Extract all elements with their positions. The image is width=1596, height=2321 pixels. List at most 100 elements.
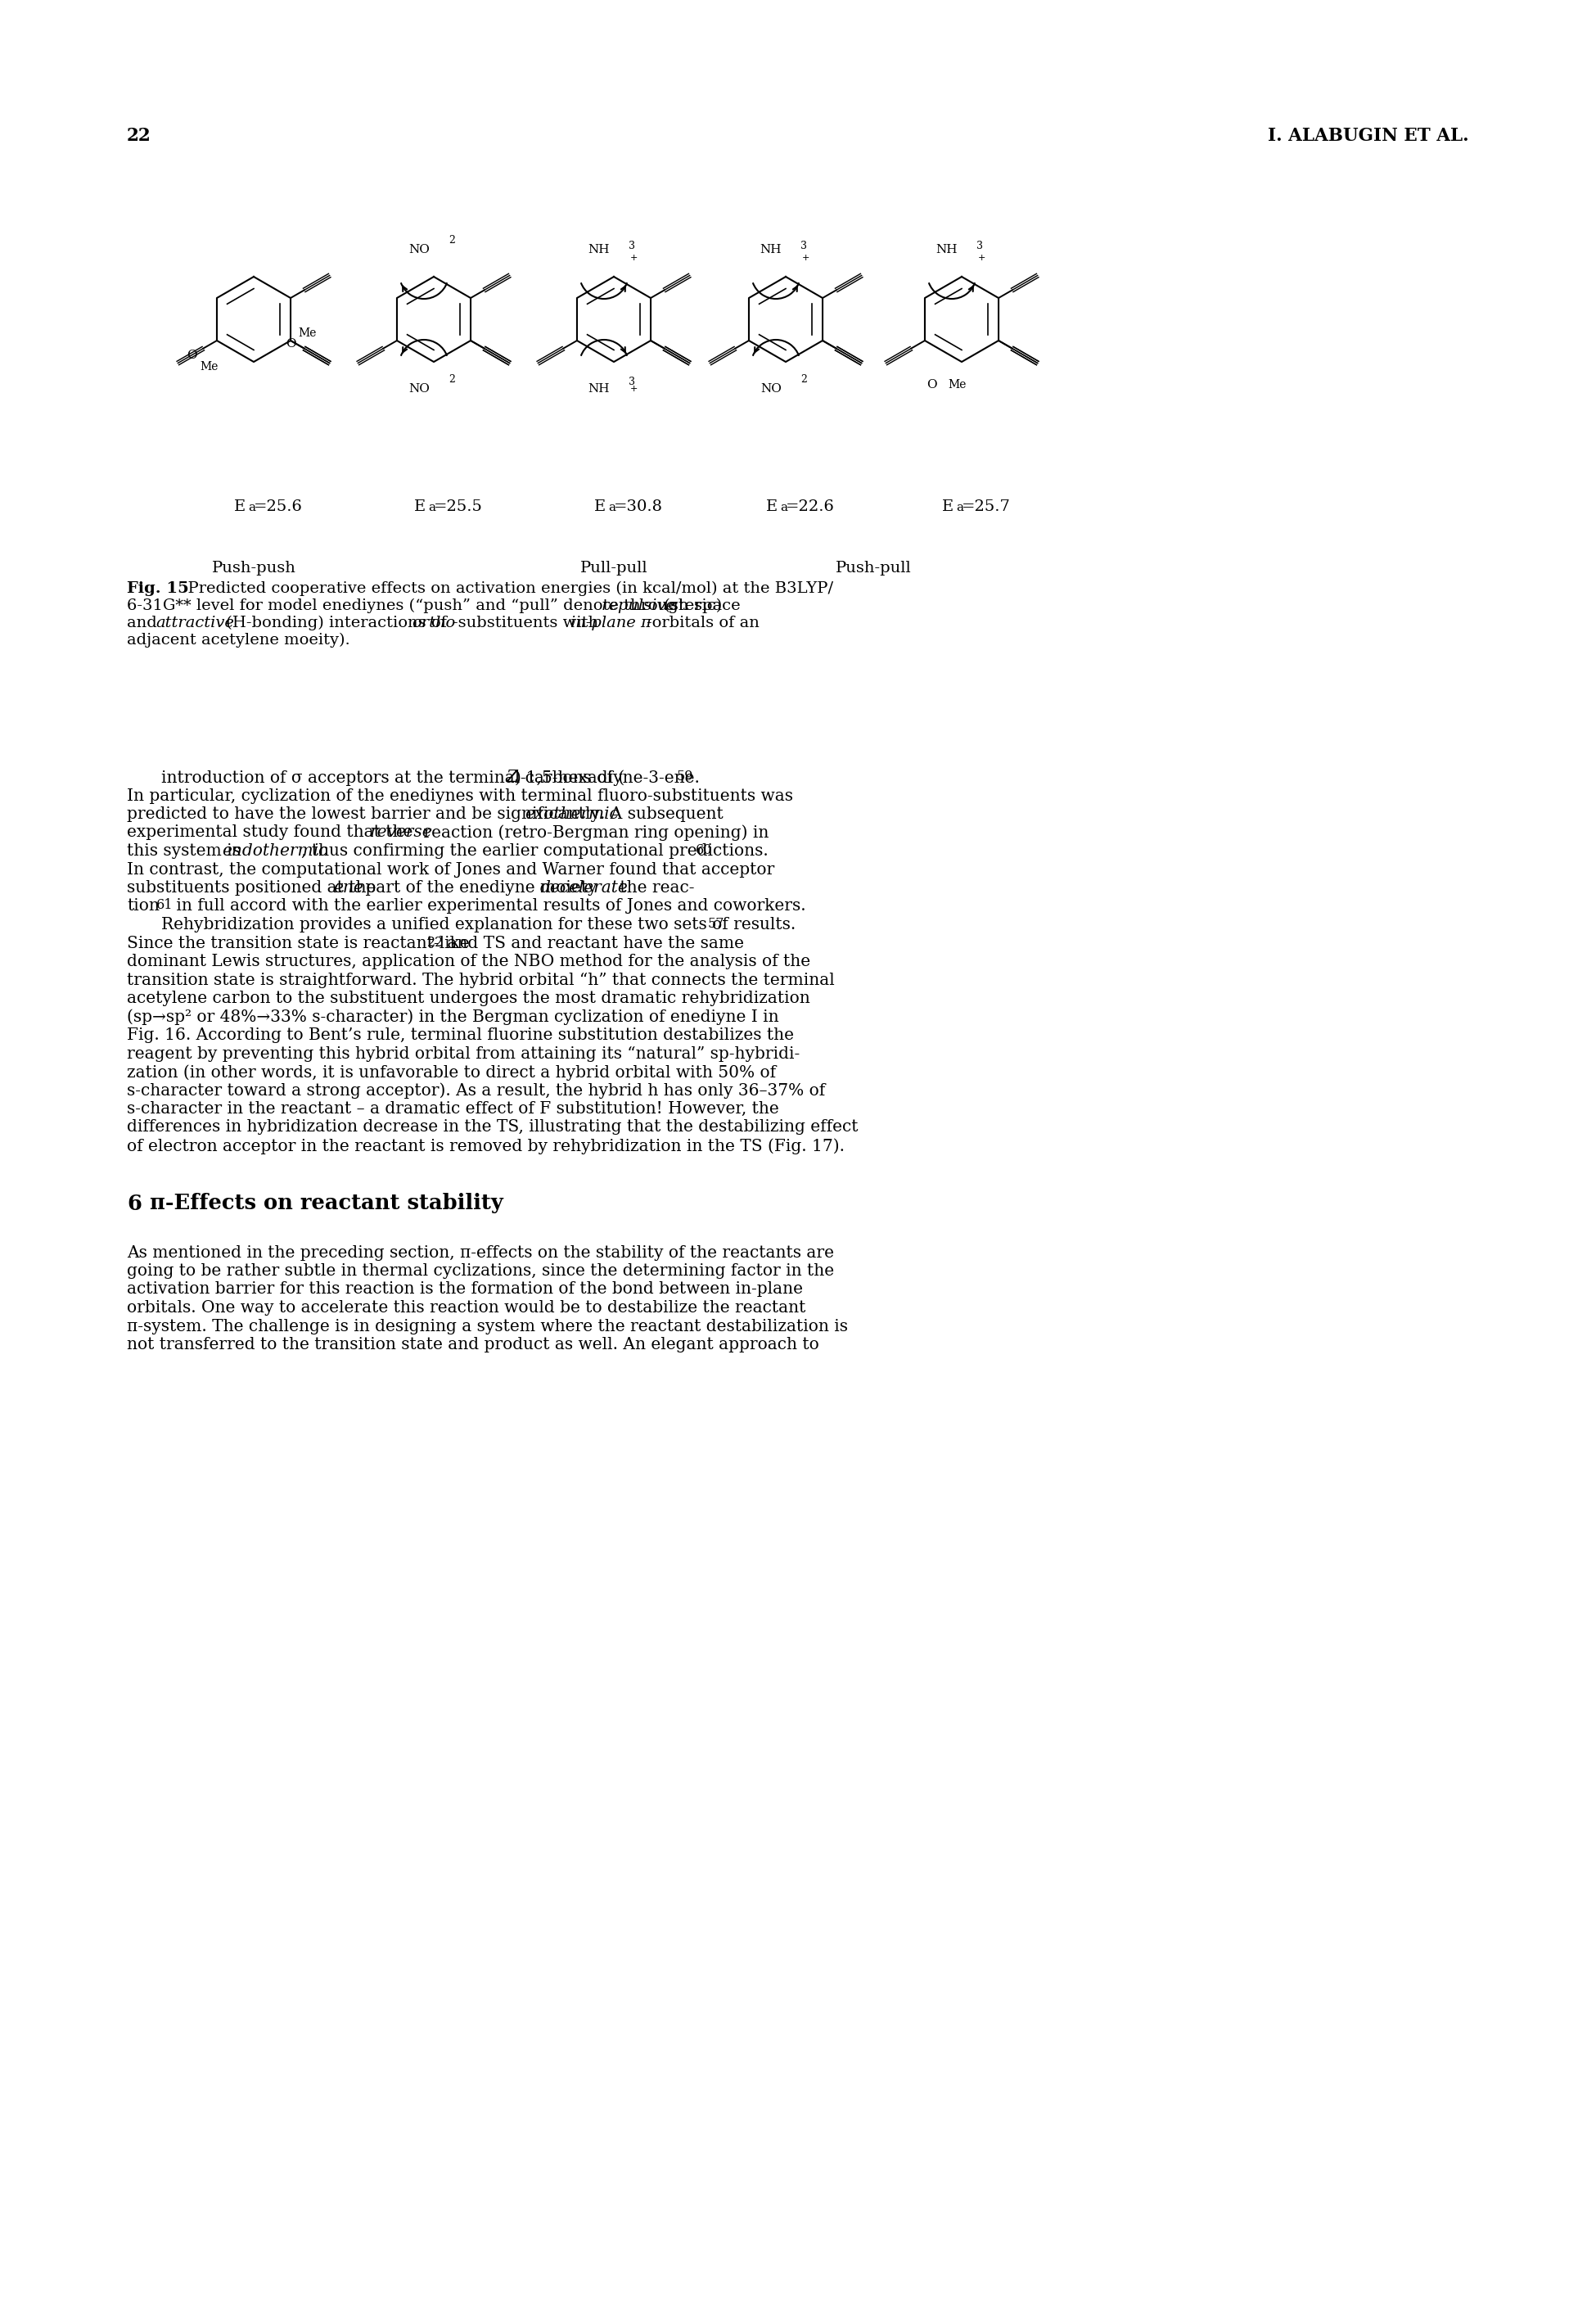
Text: NO: NO	[409, 244, 429, 255]
Text: this system is: this system is	[126, 843, 246, 859]
Text: NO: NO	[409, 383, 429, 395]
Text: predicted to have the lowest barrier and be significantly: predicted to have the lowest barrier and…	[126, 805, 605, 822]
Text: 2: 2	[801, 374, 808, 385]
Text: E: E	[235, 499, 246, 515]
Text: acetylene carbon to the substituent undergoes the most dramatic rehybridization: acetylene carbon to the substituent unde…	[126, 991, 811, 1007]
Text: =25.7: =25.7	[962, 499, 1010, 515]
Text: attractive: attractive	[155, 615, 235, 631]
Text: +: +	[978, 253, 986, 262]
Text: E: E	[942, 499, 953, 515]
Text: NH: NH	[760, 244, 782, 255]
Text: π-Effects on reactant stability: π-Effects on reactant stability	[150, 1193, 503, 1214]
Text: +: +	[630, 253, 638, 262]
Text: NO: NO	[760, 383, 782, 395]
Text: s-character toward a strong acceptor). As a result, the hybrid h has only 36–37%: s-character toward a strong acceptor). A…	[126, 1082, 825, 1098]
Text: E: E	[594, 499, 605, 515]
Text: Z: Z	[506, 771, 519, 784]
Text: π-system. The challenge is in designing a system where the reactant destabilizat: π-system. The challenge is in designing …	[126, 1318, 847, 1335]
Text: reaction (retro-Bergman ring opening) in: reaction (retro-Bergman ring opening) in	[418, 824, 769, 840]
Text: Rehybridization provides a unified explanation for these two sets of results.: Rehybridization provides a unified expla…	[161, 917, 796, 933]
Text: 6-31G** level for model enediynes (“push” and “pull” denote through-space: 6-31G** level for model enediynes (“push…	[126, 599, 745, 613]
Text: (H-bonding) interactions of: (H-bonding) interactions of	[220, 615, 452, 631]
Text: O: O	[187, 348, 196, 360]
Text: -substituents with: -substituents with	[453, 615, 603, 631]
Text: =25.6: =25.6	[254, 499, 303, 515]
Text: I. ALABUGIN ET AL.: I. ALABUGIN ET AL.	[1269, 128, 1470, 144]
Text: Since the transition state is reactant-like: Since the transition state is reactant-l…	[126, 935, 469, 952]
Text: a: a	[956, 501, 964, 513]
Text: Predicted cooperative effects on activation energies (in kcal/mol) at the B3LYP/: Predicted cooperative effects on activat…	[177, 580, 833, 596]
Text: dominant Lewis structures, application of the NBO method for the analysis of the: dominant Lewis structures, application o…	[126, 954, 811, 970]
Text: +: +	[630, 385, 638, 392]
Text: the reac-: the reac-	[614, 880, 694, 896]
Text: 3: 3	[801, 241, 808, 251]
Text: In contrast, the computational work of Jones and Warner found that acceptor: In contrast, the computational work of J…	[126, 861, 774, 877]
Text: 3: 3	[629, 376, 635, 388]
Text: experimental study found that the: experimental study found that the	[126, 824, 418, 840]
Text: reverse: reverse	[370, 824, 433, 840]
Text: 59: 59	[677, 771, 694, 784]
Text: Pull-pull: Pull-pull	[579, 562, 648, 576]
Text: decelerate: decelerate	[539, 880, 629, 896]
Text: of electron acceptor in the reactant is removed by rehybridization in the TS (Fi: of electron acceptor in the reactant is …	[126, 1137, 844, 1154]
Text: NH: NH	[587, 383, 610, 395]
Text: exothermic: exothermic	[525, 805, 619, 822]
Text: substituents positioned at the: substituents positioned at the	[126, 880, 381, 896]
Text: 57: 57	[709, 917, 725, 931]
Text: tion: tion	[126, 898, 160, 914]
Text: a: a	[780, 501, 787, 513]
Text: NH: NH	[587, 244, 610, 255]
Text: +: +	[803, 253, 809, 262]
Text: 22: 22	[126, 128, 152, 144]
Text: endothermic: endothermic	[222, 843, 327, 859]
Text: O: O	[927, 378, 937, 390]
Text: -orbitals of an: -orbitals of an	[646, 615, 760, 631]
Text: E: E	[413, 499, 426, 515]
Text: E: E	[766, 499, 777, 515]
Text: s-character in the reactant – a dramatic effect of F substitution! However, the: s-character in the reactant – a dramatic…	[126, 1100, 779, 1116]
Text: Fig. 15: Fig. 15	[126, 580, 188, 596]
Text: 2: 2	[448, 234, 455, 246]
Text: a: a	[247, 501, 255, 513]
Text: =30.8: =30.8	[614, 499, 662, 515]
Text: ortho: ortho	[412, 615, 455, 631]
Text: differences in hybridization decrease in the TS, illustrating that the destabili: differences in hybridization decrease in…	[126, 1119, 859, 1135]
Text: and TS and reactant have the same: and TS and reactant have the same	[442, 935, 744, 952]
Text: Me: Me	[200, 360, 219, 371]
Text: a: a	[428, 501, 436, 513]
Text: repulsive: repulsive	[602, 599, 677, 613]
Text: 3: 3	[629, 241, 635, 251]
Text: Push-pull: Push-pull	[836, 562, 911, 576]
Text: . A subsequent: . A subsequent	[600, 805, 723, 822]
Text: O: O	[286, 339, 295, 348]
Text: and: and	[126, 615, 163, 631]
Text: , thus confirming the earlier computational predictions.: , thus confirming the earlier computatio…	[302, 843, 768, 859]
Text: NH: NH	[935, 244, 958, 255]
Text: in full accord with the earlier experimental results of Jones and coworkers.: in full accord with the earlier experime…	[171, 898, 806, 914]
Text: going to be rather subtle in thermal cyclizations, since the determining factor : going to be rather subtle in thermal cyc…	[126, 1263, 835, 1279]
Text: 22: 22	[428, 935, 444, 949]
Text: Push-push: Push-push	[212, 562, 295, 576]
Text: (steric): (steric)	[659, 599, 721, 613]
Text: not transferred to the transition state and product as well. An elegant approach: not transferred to the transition state …	[126, 1337, 819, 1353]
Text: part of the enediyne moiety: part of the enediyne moiety	[361, 880, 602, 896]
Text: a: a	[608, 501, 616, 513]
Text: in-plane π: in-plane π	[570, 615, 651, 631]
Text: activation barrier for this reaction is the formation of the bond between in-pla: activation barrier for this reaction is …	[126, 1281, 803, 1297]
Text: ene: ene	[334, 880, 364, 896]
Text: Me: Me	[298, 327, 318, 339]
Text: reagent by preventing this hybrid orbital from attaining its “natural” sp-hybrid: reagent by preventing this hybrid orbita…	[126, 1047, 800, 1061]
Text: In particular, cyclization of the enediynes with terminal fluoro-substituents wa: In particular, cyclization of the enediy…	[126, 789, 793, 803]
Text: Fig. 16. According to Bent’s rule, terminal fluorine substitution destabilizes t: Fig. 16. According to Bent’s rule, termi…	[126, 1028, 793, 1042]
Text: As mentioned in the preceding section, π-effects on the stability of the reactan: As mentioned in the preceding section, π…	[126, 1244, 835, 1260]
Text: adjacent acetylene moeity).: adjacent acetylene moeity).	[126, 634, 350, 648]
Text: orbitals. One way to accelerate this reaction would be to destabilize the reacta: orbitals. One way to accelerate this rea…	[126, 1300, 806, 1316]
Text: =25.5: =25.5	[434, 499, 482, 515]
Text: )-1,5-hexadiyne-3-ene.: )-1,5-hexadiyne-3-ene.	[516, 771, 701, 787]
Text: 6: 6	[126, 1193, 142, 1214]
Text: 3: 3	[977, 241, 983, 251]
Text: introduction of σ acceptors at the terminal carbons of (: introduction of σ acceptors at the termi…	[161, 771, 624, 787]
Text: Me: Me	[948, 378, 966, 390]
Text: =22.6: =22.6	[785, 499, 835, 515]
Text: 60: 60	[696, 843, 712, 856]
